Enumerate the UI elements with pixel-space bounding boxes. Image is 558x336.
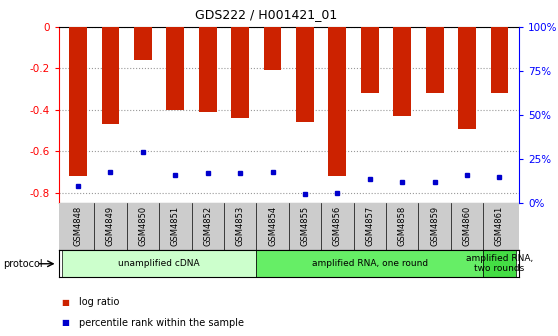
Text: GSM4861: GSM4861 [495,206,504,246]
Text: GSM4851: GSM4851 [171,206,180,246]
Bar [361,27,379,93]
Text: GDS222 / H001421_01: GDS222 / H001421_01 [195,8,338,22]
Text: GSM4854: GSM4854 [268,206,277,246]
Bar [199,27,217,112]
Text: GSM4855: GSM4855 [300,206,310,246]
Bar [62,250,256,277]
Bar [134,27,152,60]
Bar [329,27,347,176]
Bar [166,27,184,110]
Bar [296,27,314,122]
Text: GSM4856: GSM4856 [333,206,342,246]
Bar [483,250,516,277]
Text: GSM4853: GSM4853 [235,206,244,246]
Text: log ratio: log ratio [79,297,119,307]
Text: percentile rank within the sample: percentile rank within the sample [79,318,244,328]
Bar [256,250,483,277]
Text: GSM4852: GSM4852 [203,206,212,246]
Text: GSM4850: GSM4850 [138,206,147,246]
Bar [69,27,87,176]
Text: unamplified cDNA: unamplified cDNA [118,259,200,268]
Bar [490,27,508,93]
Text: amplified RNA, one round: amplified RNA, one round [312,259,428,268]
Text: GSM4857: GSM4857 [365,206,374,246]
Text: protocol: protocol [3,259,42,269]
Bar [426,27,444,93]
Text: GSM4858: GSM4858 [398,206,407,246]
Bar [393,27,411,116]
Text: ■: ■ [61,318,69,327]
Text: ■: ■ [61,298,69,307]
Text: GSM4860: GSM4860 [463,206,472,246]
Text: GSM4849: GSM4849 [106,206,115,246]
Bar [231,27,249,118]
Text: amplified RNA,
two rounds: amplified RNA, two rounds [466,254,533,274]
Text: GSM4848: GSM4848 [74,206,83,246]
Bar [263,27,281,71]
Bar [102,27,119,124]
Bar [458,27,476,129]
Text: GSM4859: GSM4859 [430,206,439,246]
